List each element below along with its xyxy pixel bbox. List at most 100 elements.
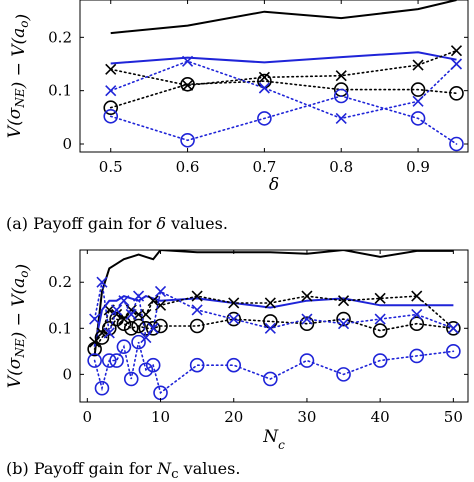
x-marker [301, 313, 313, 325]
x-axis-label: δ [269, 175, 279, 195]
x-marker [412, 59, 424, 71]
circle-marker [446, 321, 461, 336]
circle-marker [372, 323, 388, 338]
x-marker [147, 295, 159, 307]
caption-b: (b) Payoff gain for Nc values. [6, 459, 240, 482]
x-marker [228, 313, 240, 325]
x-tick-label: 0.9 [406, 158, 430, 176]
y-tick-label: 0 [62, 135, 72, 153]
y-axis-label: V(σNE) − V(ao) [5, 14, 33, 138]
circle-marker [333, 88, 349, 104]
series-line [110, 51, 457, 65]
x-tick-label: 0.8 [329, 158, 353, 176]
circle-marker [94, 330, 110, 345]
x-marker [105, 63, 117, 75]
circle-marker [138, 362, 154, 378]
x-tick-label: 40 [371, 408, 390, 426]
caption-b-suffix: values. [178, 459, 241, 478]
x-marker [181, 55, 194, 67]
y-axis-label: V(σNE) − V(ao) [5, 264, 33, 388]
series-line [93, 318, 455, 350]
series-line [109, 49, 458, 87]
x-marker [301, 290, 313, 302]
x-marker [411, 308, 423, 321]
circle-marker [109, 353, 124, 368]
x-marker [335, 70, 347, 82]
x-tick-label: 20 [224, 408, 243, 426]
caption-a-suffix: values. [166, 214, 228, 233]
y-tick-label: 0 [62, 365, 72, 383]
circle-marker [449, 136, 464, 152]
circle-marker [103, 108, 119, 124]
y-axis-label-sub: o [17, 270, 31, 277]
x-marker [374, 292, 386, 304]
x-marker [96, 276, 108, 288]
circle-marker [226, 357, 242, 373]
x-tick-label: 0.7 [252, 158, 276, 176]
x-tick-label: 0.5 [99, 158, 123, 176]
x-marker [154, 285, 167, 298]
x-tick-label: 30 [297, 408, 316, 426]
x-marker [450, 45, 463, 57]
circle-marker [299, 353, 315, 368]
x-marker [140, 308, 152, 321]
caption-a-prefix: (a) Payoff gain for [6, 214, 157, 233]
x-marker [89, 313, 101, 325]
circle-marker [145, 357, 161, 373]
series-line [109, 95, 458, 145]
circle-marker [145, 321, 161, 336]
x-marker [450, 58, 463, 70]
x-axis-label: Nc [262, 427, 285, 452]
circle-marker [180, 132, 195, 148]
circle-marker [410, 82, 426, 97]
series-line [109, 60, 458, 120]
circle-marker [336, 311, 351, 327]
series-line [93, 282, 455, 340]
x-axis-label-main: N [262, 427, 279, 447]
panel-a-chart: 0.5 0.6 0.7 0.8 0.9 0 0.1 0.2 δ V(σNE) − V(ao) [5, 0, 469, 195]
y-axis-label-main: ) − V(a [9, 278, 29, 340]
plot-area [87, 250, 461, 401]
circle-marker [410, 111, 426, 126]
axes-frame [79, 249, 469, 403]
x-marker [125, 304, 137, 316]
caption-a-symbol: δ [156, 214, 167, 233]
x-marker [191, 290, 203, 302]
circle-marker [87, 353, 102, 368]
circle-marker [101, 321, 117, 336]
circle-marker [116, 339, 132, 355]
y-axis-label-main: ) − V(a [9, 28, 29, 90]
x-marker [111, 304, 123, 316]
y-axis-label-main: ) [13, 264, 33, 272]
y-tick-label: 0.2 [48, 273, 72, 291]
panel-b-chart: 0 10 20 30 40 50 0 0.1 0.2 Nc V(σNE) − V(ao) [5, 249, 469, 452]
y-tick-label: 0.1 [48, 319, 72, 337]
x-marker [103, 327, 115, 339]
circle-marker [372, 353, 388, 368]
x-marker [154, 299, 167, 311]
y-axis-label-sub: o [17, 20, 31, 27]
x-axis-label-sub: c [278, 438, 285, 452]
plot-area [103, 0, 464, 152]
x-marker [337, 295, 350, 307]
circle-marker [189, 357, 205, 373]
x-marker [228, 297, 240, 309]
caption-b-symbol: N [157, 459, 172, 478]
y-axis-label-main: V(σ [5, 107, 25, 138]
circle-marker [131, 334, 146, 350]
circle-marker [336, 367, 351, 382]
y-axis-label-sub: NE [13, 88, 27, 109]
x-marker [133, 290, 145, 302]
circle-marker [131, 318, 146, 334]
x-marker [191, 304, 203, 316]
circle-marker [299, 316, 315, 331]
y-tick-label: 0.2 [48, 28, 72, 46]
circle-marker [257, 111, 272, 126]
x-marker [125, 308, 137, 321]
x-tick-label: 10 [151, 408, 170, 426]
circle-marker [263, 371, 278, 387]
caption-b-prefix: (b) Payoff gain for [6, 459, 158, 478]
series-line [110, 0, 457, 35]
circle-marker [449, 86, 464, 101]
